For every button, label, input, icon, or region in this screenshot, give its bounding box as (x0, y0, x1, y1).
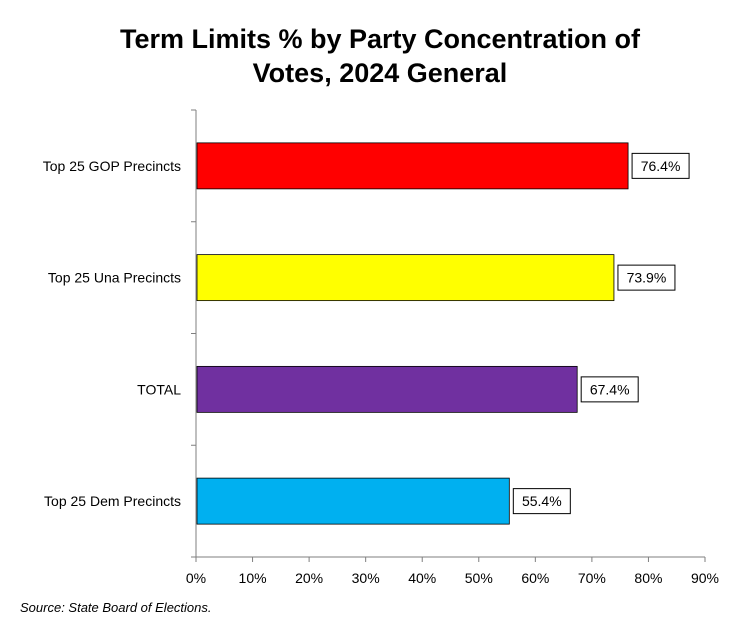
category-label: TOTAL (137, 381, 181, 397)
x-tick-label: 20% (295, 570, 323, 586)
category-label: Top 25 GOP Precincts (43, 158, 181, 174)
x-tick-label: 40% (408, 570, 436, 586)
category-label: Top 25 Dem Precincts (44, 493, 181, 509)
x-tick-label: 10% (239, 570, 267, 586)
bar (196, 365, 578, 413)
x-tick-label: 30% (352, 570, 380, 586)
chart-title: Term Limits % by Party Concentration of … (0, 22, 741, 90)
chart-title-line-1: Term Limits % by Party Concentration of (119, 24, 641, 54)
bar (196, 142, 629, 190)
source-note: Source: State Board of Elections. (20, 600, 212, 615)
bar (196, 477, 510, 525)
x-tick-label: 0% (186, 570, 206, 586)
x-tick-label: 80% (634, 570, 662, 586)
x-tick-label: 50% (465, 570, 493, 586)
data-label-box (631, 152, 690, 179)
x-tick-label: 60% (521, 570, 549, 586)
data-label: 55.4% (522, 493, 562, 509)
data-label-box (580, 376, 639, 403)
data-label: 76.4% (641, 158, 681, 174)
chart-title-line-2: Votes, 2024 General (252, 58, 508, 88)
data-label-box (512, 488, 571, 515)
category-label: Top 25 Una Precincts (48, 270, 181, 286)
x-tick-label: 70% (578, 570, 606, 586)
data-label: 67.4% (590, 381, 630, 397)
x-tick-label: 90% (691, 570, 719, 586)
data-label: 73.9% (627, 270, 667, 286)
data-label-box (617, 264, 676, 291)
bar (196, 254, 615, 302)
